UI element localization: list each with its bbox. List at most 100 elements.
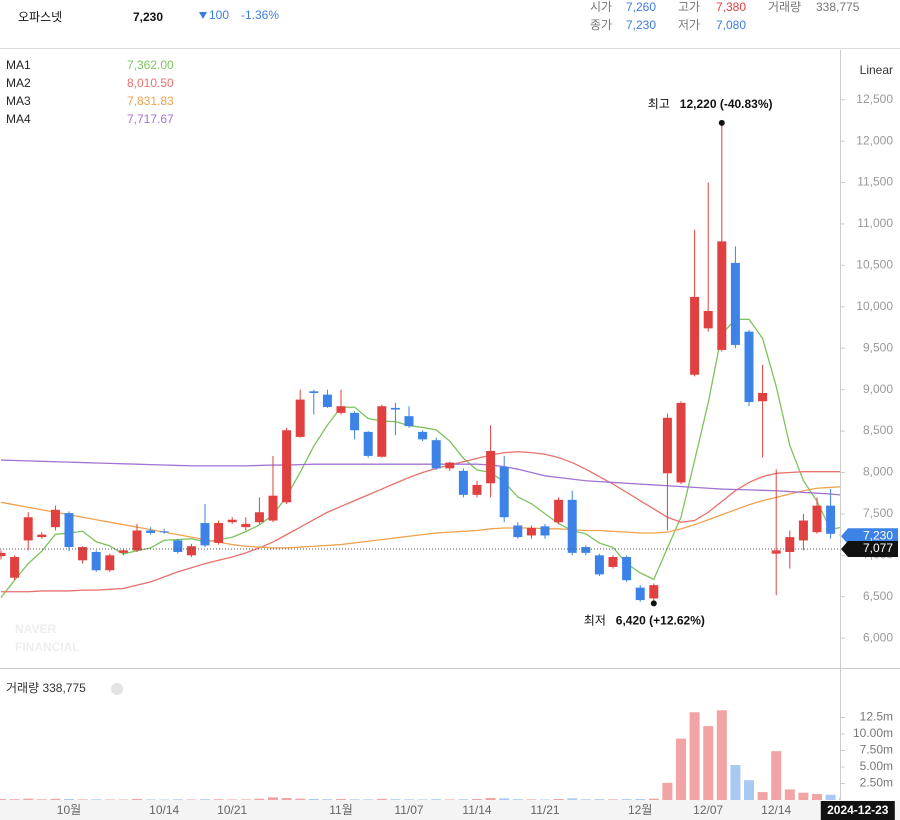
volume-tick-label: 7.50m — [860, 743, 893, 757]
x-tick-label: 12/07 — [693, 803, 723, 817]
candle-body — [418, 431, 428, 440]
volume-bar — [594, 799, 605, 800]
candle-body — [214, 523, 224, 543]
volume-bar — [23, 798, 34, 800]
crosshair-tag-bg — [841, 540, 898, 557]
candle-body — [554, 499, 564, 523]
volume-bar — [227, 799, 238, 800]
volume-bar — [145, 799, 156, 800]
scale-mode[interactable]: Linear — [860, 63, 893, 77]
volume-bar — [730, 765, 741, 800]
candle-body — [798, 520, 808, 541]
y-tick-label: 11,500 — [857, 175, 893, 189]
last-price-tag-bg — [841, 528, 898, 545]
y-tick-label: 12,500 — [856, 92, 893, 106]
volume-bar — [64, 799, 74, 800]
candle-body — [64, 513, 74, 548]
volume-tick-label: 2.50m — [860, 776, 893, 790]
stat-label: 고가 — [678, 0, 700, 14]
candle-body — [526, 527, 536, 536]
volume-bar — [363, 799, 374, 800]
volume-bar — [50, 798, 61, 800]
candle-body — [839, 533, 840, 537]
candle-body — [295, 399, 305, 437]
volume-bar — [240, 799, 251, 800]
volume-bar — [716, 710, 727, 800]
x-tick-label: 10/14 — [149, 803, 179, 817]
x-tick-label: 11월 — [329, 803, 353, 817]
candle-body — [390, 407, 400, 410]
candle-body — [159, 531, 169, 533]
volume-bar — [512, 799, 523, 800]
candle-body — [499, 466, 509, 518]
stock-price: 7,230 — [133, 10, 163, 24]
candle-body — [309, 391, 319, 393]
volume-bar — [186, 799, 197, 800]
volume-bar — [703, 726, 714, 800]
candle-body — [567, 499, 577, 553]
volume-bar — [458, 799, 469, 800]
volume-bar — [336, 799, 346, 800]
candle-body — [227, 519, 237, 523]
volume-bar — [404, 799, 414, 800]
volume-bar — [648, 798, 659, 800]
candle-body — [186, 546, 196, 556]
candle-body — [50, 509, 60, 528]
candle-body — [472, 484, 482, 495]
candle-body — [10, 556, 20, 578]
volume-label: 거래량 338,775 — [6, 681, 86, 695]
y-tick-label: 7,500 — [863, 506, 893, 520]
y-tick-label: 6,500 — [863, 589, 893, 603]
stat-value: 338,775 — [816, 0, 860, 14]
candle-body — [105, 555, 115, 571]
volume-bar — [608, 799, 618, 800]
candle-body — [703, 310, 713, 329]
candle-body — [717, 241, 727, 350]
close-icon[interactable] — [111, 683, 123, 695]
legend-value: 8,010.50 — [127, 76, 174, 90]
volume-bar — [553, 799, 564, 800]
volume-bar — [172, 799, 183, 800]
volume-tick-label: 12.5m — [860, 710, 893, 724]
volume-bar — [281, 798, 292, 800]
low-marker — [650, 600, 657, 607]
legend-value: 7,717.67 — [127, 112, 174, 126]
candle-body — [812, 505, 822, 533]
candle-body — [322, 394, 332, 408]
legend-name: MA3 — [6, 94, 31, 108]
volume-bar — [540, 799, 550, 800]
candle-body — [635, 587, 645, 601]
x-tick-label: 11/14 — [462, 803, 491, 817]
volume-bar — [268, 797, 278, 800]
down-arrow — [199, 12, 207, 19]
volume-bar — [444, 799, 455, 800]
volume-bar — [431, 799, 442, 800]
candle-body — [649, 585, 659, 599]
candle-body — [350, 412, 360, 431]
candle-body — [282, 430, 292, 503]
ma-line — [0, 318, 840, 598]
y-tick-label: 12,000 — [856, 133, 893, 147]
stat-label: 저가 — [678, 18, 700, 32]
y-tick-label: 9,000 — [863, 382, 893, 396]
y-tick-label: 9,500 — [863, 340, 893, 354]
candle-body — [662, 417, 672, 474]
volume-tick-label: 10.00m — [853, 726, 893, 740]
candle-body — [690, 296, 700, 375]
date-highlight — [820, 801, 895, 820]
high-marker — [718, 119, 725, 126]
stock-name: 오파스넷 — [18, 10, 62, 24]
legend-name: MA4 — [6, 112, 31, 126]
volume-bar — [390, 799, 401, 800]
high-annotation: 12,220 (-40.83%) — [680, 97, 773, 111]
candle-body — [241, 523, 251, 528]
legend-value: 7,831.83 — [127, 94, 174, 108]
candle-body — [445, 462, 455, 469]
volume-bar — [798, 792, 809, 800]
volume-bar — [744, 780, 754, 800]
volume-bar — [662, 782, 673, 800]
watermark: FINANCIAL — [15, 640, 80, 654]
candle-body — [513, 525, 523, 538]
candle-body — [0, 552, 6, 557]
